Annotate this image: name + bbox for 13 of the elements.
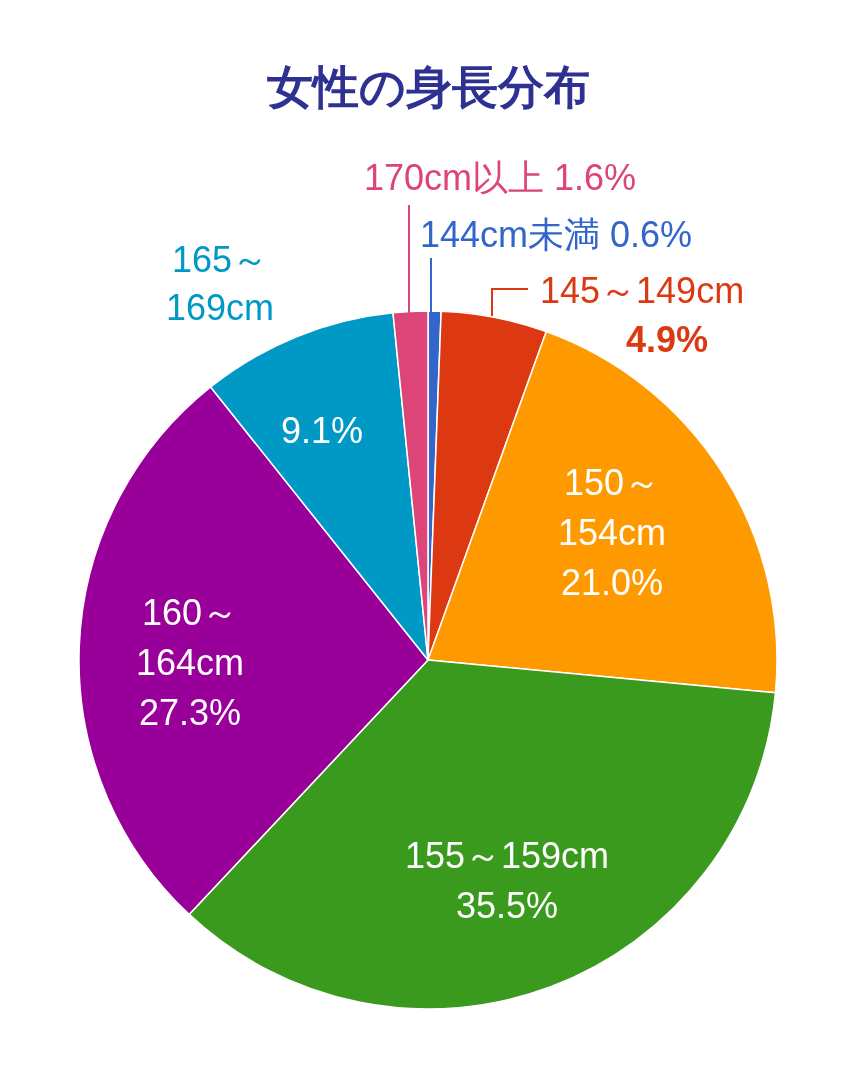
data-label: 9.1%: [280, 410, 364, 451]
slice-label: 144cm未満 0.6%: [420, 214, 693, 255]
data-label: 21.0%: [560, 562, 664, 603]
slice-label: 145～149cm: [540, 270, 745, 311]
slice-label: 155～159cm: [404, 835, 610, 876]
slice-label: 170cm以上 1.6%: [363, 157, 637, 198]
data-label: 4.9%: [625, 319, 709, 360]
slice-label: 150～154cm: [557, 462, 667, 553]
data-label: 35.5%: [455, 885, 559, 926]
slice-label: 165～169cm: [165, 239, 275, 328]
data-label: 27.3%: [138, 692, 242, 733]
chart-title: 女性の身長分布: [266, 61, 590, 113]
slice-label: 160～164cm: [135, 592, 245, 683]
